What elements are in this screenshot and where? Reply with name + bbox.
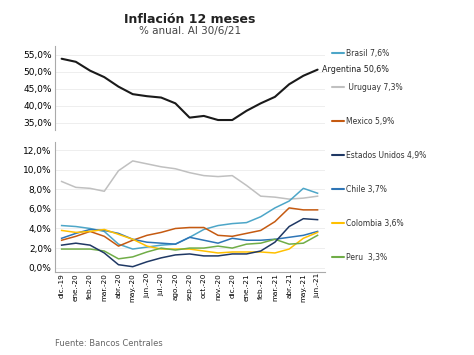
Text: Fuente: Bancos Centrales: Fuente: Bancos Centrales bbox=[55, 339, 162, 348]
Text: Peru  3,3%: Peru 3,3% bbox=[346, 253, 387, 262]
Text: Uruguay 7,3%: Uruguay 7,3% bbox=[346, 83, 402, 92]
Text: Estados Unidos 4,9%: Estados Unidos 4,9% bbox=[346, 151, 426, 160]
Text: Colombia 3,6%: Colombia 3,6% bbox=[346, 219, 404, 228]
Text: Chile 3,7%: Chile 3,7% bbox=[346, 185, 387, 194]
Text: Mexico 5,9%: Mexico 5,9% bbox=[346, 117, 394, 126]
Text: % anual. Al 30/6/21: % anual. Al 30/6/21 bbox=[138, 26, 241, 36]
Text: Inflación 12 meses: Inflación 12 meses bbox=[124, 13, 255, 26]
Text: Argentina 50,6%: Argentina 50,6% bbox=[322, 65, 389, 74]
Text: Brasil 7,6%: Brasil 7,6% bbox=[346, 49, 389, 58]
